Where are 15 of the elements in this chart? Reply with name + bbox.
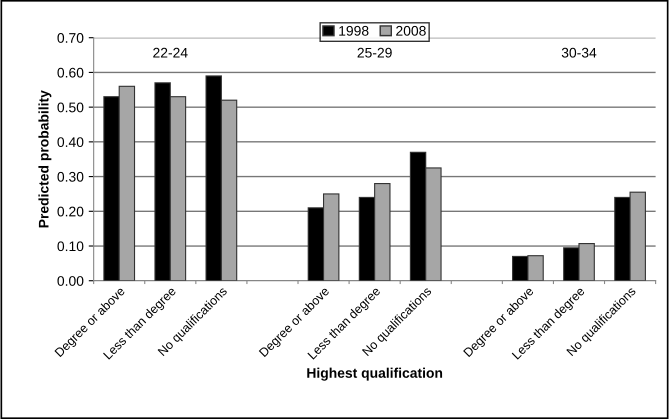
y-tick-label: 0.60 — [57, 68, 84, 78]
annotation: 25-29 — [358, 48, 392, 58]
legend-label: 2008 — [396, 26, 426, 36]
y-tick-label: 0.20 — [57, 206, 84, 216]
annotation: 30-34 — [562, 48, 596, 58]
y-tick-label: 0.00 — [57, 276, 84, 286]
x-axis-title: Highest qualification — [307, 368, 442, 381]
legend-label: 1998 — [339, 26, 368, 36]
y-tick-label: 0.70 — [57, 33, 84, 43]
y-tick-label: 0.10 — [57, 241, 84, 252]
annotation: 22-24 — [153, 48, 188, 58]
y-tick-label: 0.40 — [57, 137, 84, 148]
y-tick-label: 0.30 — [57, 172, 84, 182]
y-tick-label: 0.50 — [57, 102, 84, 112]
y-axis-title: Predicted probability — [38, 90, 52, 228]
